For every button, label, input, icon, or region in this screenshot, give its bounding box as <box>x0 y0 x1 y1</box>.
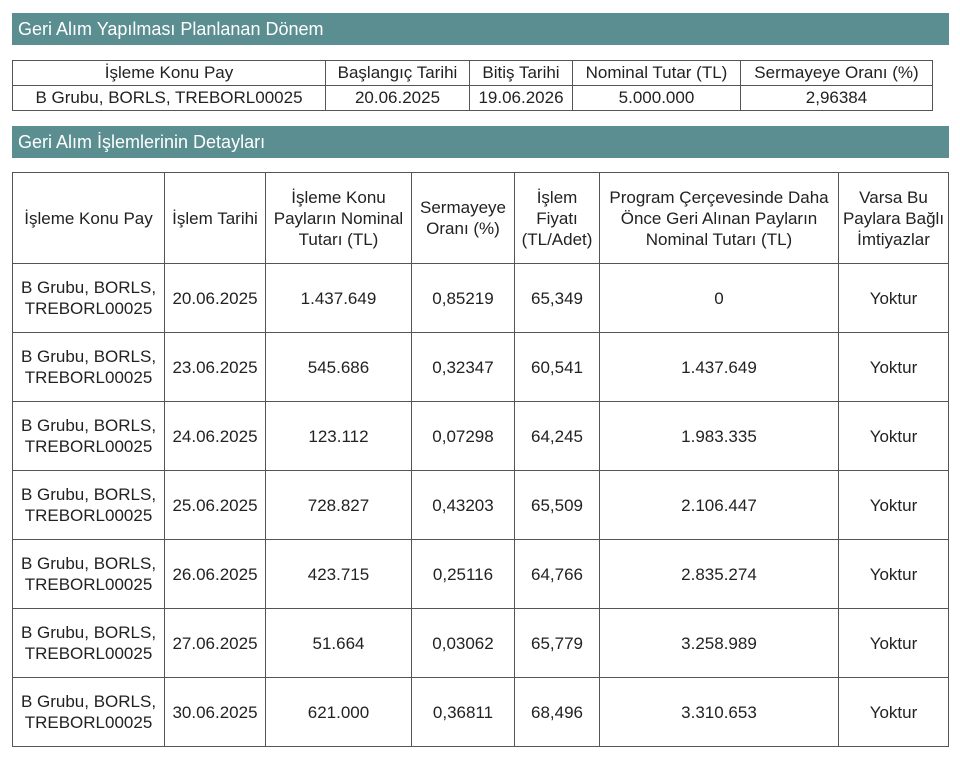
price-cell: 65,779 <box>514 608 600 678</box>
ratio-cell: 0,85219 <box>411 263 515 333</box>
nominal-cell: 51.664 <box>265 608 412 678</box>
date-cell: 25.06.2025 <box>164 470 266 540</box>
nominal-cell: 545.686 <box>265 332 412 402</box>
ratio-cell: 0,43203 <box>411 470 515 540</box>
details-header-cell: Varsa Bu Paylara Bağlı İmtiyazlar <box>838 172 949 264</box>
period-header-cell: Başlangıç Tarihi <box>325 60 470 86</box>
price-cell: 64,245 <box>514 401 600 471</box>
date-cell: 30.06.2025 <box>164 677 266 747</box>
period-section-title: Geri Alım Yapılması Planlanan Dönem <box>12 13 949 45</box>
details-header-cell: İşlem Tarihi <box>164 172 266 264</box>
period-data-row: B Grubu, BORLS, TREBORL00025 20.06.2025 … <box>12 85 933 111</box>
previous-nominal-cell: 3.258.989 <box>599 608 839 678</box>
nominal-cell: 1.437.649 <box>265 263 412 333</box>
pay-cell: B Grubu, BORLS, TREBORL00025 <box>12 539 165 609</box>
ratio-cell: 0,07298 <box>411 401 515 471</box>
date-cell: 26.06.2025 <box>164 539 266 609</box>
pay-cell: B Grubu, BORLS, TREBORL00025 <box>12 608 165 678</box>
pay-cell: B Grubu, BORLS, TREBORL00025 <box>12 677 165 747</box>
table-row: B Grubu, BORLS, TREBORL00025 27.06.2025 … <box>12 608 949 678</box>
details-header-cell: İşleme Konu Pay <box>12 172 165 264</box>
nominal-cell: 728.827 <box>265 470 412 540</box>
nominal-cell: 423.715 <box>265 539 412 609</box>
privilege-cell: Yoktur <box>838 608 949 678</box>
price-cell: 65,349 <box>514 263 600 333</box>
price-cell: 68,496 <box>514 677 600 747</box>
details-header-cell: İşlem Fiyatı (TL/Adet) <box>514 172 600 264</box>
privilege-cell: Yoktur <box>838 401 949 471</box>
table-row: B Grubu, BORLS, TREBORL00025 30.06.2025 … <box>12 677 949 747</box>
period-header-cell: İşleme Konu Pay <box>12 60 326 86</box>
price-cell: 64,766 <box>514 539 600 609</box>
pay-cell: B Grubu, BORLS, TREBORL00025 <box>12 470 165 540</box>
ratio-cell: 0,32347 <box>411 332 515 402</box>
price-cell: 60,541 <box>514 332 600 402</box>
privilege-cell: Yoktur <box>838 263 949 333</box>
previous-nominal-cell: 2.835.274 <box>599 539 839 609</box>
date-cell: 20.06.2025 <box>164 263 266 333</box>
price-cell: 65,509 <box>514 470 600 540</box>
details-header-cell: İşleme Konu Payların Nominal Tutarı (TL) <box>265 172 412 264</box>
period-data-cell: 5.000.000 <box>572 85 741 111</box>
period-data-cell: B Grubu, BORLS, TREBORL00025 <box>12 85 326 111</box>
table-row: B Grubu, BORLS, TREBORL00025 26.06.2025 … <box>12 539 949 609</box>
period-header-cell: Sermayeye Oranı (%) <box>740 60 933 86</box>
privilege-cell: Yoktur <box>838 332 949 402</box>
nominal-cell: 123.112 <box>265 401 412 471</box>
table-row: B Grubu, BORLS, TREBORL00025 24.06.2025 … <box>12 401 949 471</box>
details-section-title: Geri Alım İşlemlerinin Detayları <box>12 126 949 158</box>
details-table: İşleme Konu Pay İşlem Tarihi İşleme Konu… <box>12 172 949 747</box>
ratio-cell: 0,36811 <box>411 677 515 747</box>
previous-nominal-cell: 3.310.653 <box>599 677 839 747</box>
table-row: B Grubu, BORLS, TREBORL00025 25.06.2025 … <box>12 470 949 540</box>
pay-cell: B Grubu, BORLS, TREBORL00025 <box>12 332 165 402</box>
ratio-cell: 0,03062 <box>411 608 515 678</box>
date-cell: 27.06.2025 <box>164 608 266 678</box>
previous-nominal-cell: 2.106.447 <box>599 470 839 540</box>
previous-nominal-cell: 0 <box>599 263 839 333</box>
period-header-cell: Bitiş Tarihi <box>469 60 573 86</box>
period-table: İşleme Konu Pay Başlangıç Tarihi Bitiş T… <box>12 60 933 111</box>
privilege-cell: Yoktur <box>838 470 949 540</box>
date-cell: 23.06.2025 <box>164 332 266 402</box>
privilege-cell: Yoktur <box>838 677 949 747</box>
details-header-row: İşleme Konu Pay İşlem Tarihi İşleme Konu… <box>12 172 949 264</box>
period-header-row: İşleme Konu Pay Başlangıç Tarihi Bitiş T… <box>12 60 933 86</box>
pay-cell: B Grubu, BORLS, TREBORL00025 <box>12 401 165 471</box>
table-row: B Grubu, BORLS, TREBORL00025 20.06.2025 … <box>12 263 949 333</box>
ratio-cell: 0,25116 <box>411 539 515 609</box>
previous-nominal-cell: 1.437.649 <box>599 332 839 402</box>
nominal-cell: 621.000 <box>265 677 412 747</box>
privilege-cell: Yoktur <box>838 539 949 609</box>
details-header-cell: Sermayeye Oranı (%) <box>411 172 515 264</box>
period-data-cell: 20.06.2025 <box>325 85 470 111</box>
period-data-cell: 2,96384 <box>740 85 933 111</box>
period-data-cell: 19.06.2026 <box>469 85 573 111</box>
details-header-cell: Program Çerçevesinde Daha Önce Geri Alın… <box>599 172 839 264</box>
date-cell: 24.06.2025 <box>164 401 266 471</box>
pay-cell: B Grubu, BORLS, TREBORL00025 <box>12 263 165 333</box>
table-row: B Grubu, BORLS, TREBORL00025 23.06.2025 … <box>12 332 949 402</box>
period-header-cell: Nominal Tutar (TL) <box>572 60 741 86</box>
previous-nominal-cell: 1.983.335 <box>599 401 839 471</box>
